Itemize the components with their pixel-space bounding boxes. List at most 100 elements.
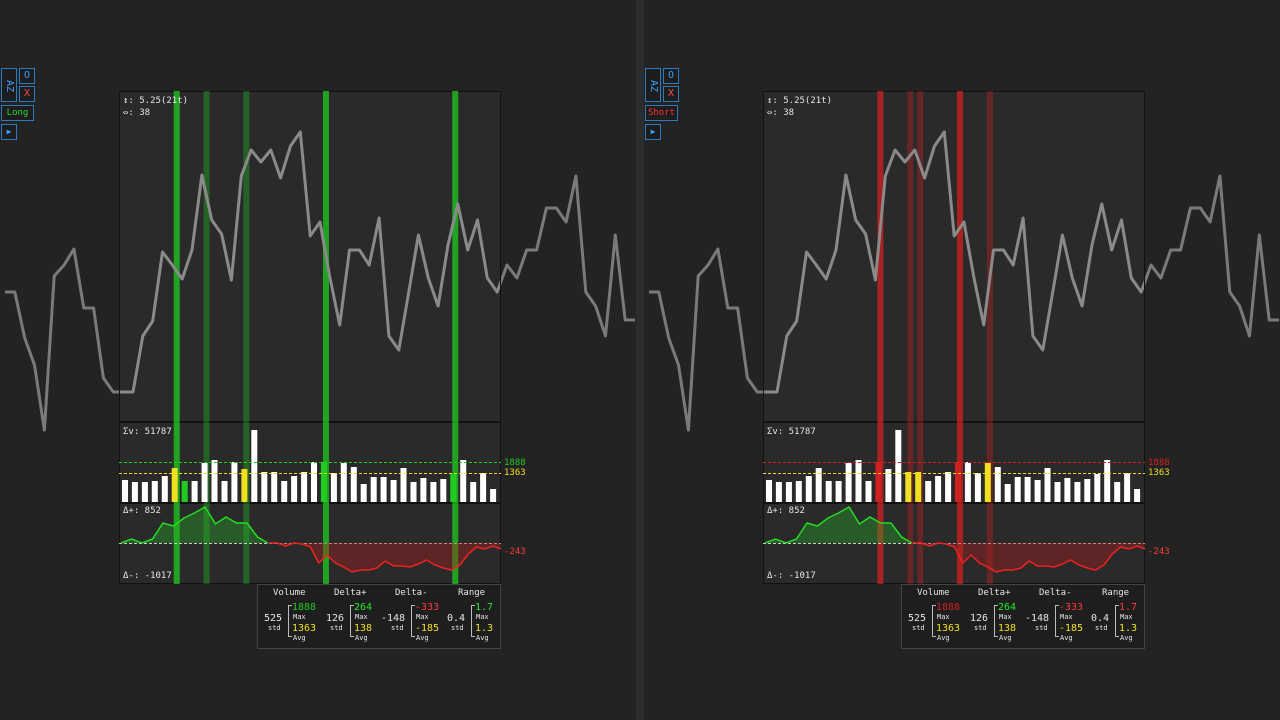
volume-bar bbox=[490, 489, 496, 502]
stats-delta-minus-avg-label: Avg bbox=[416, 634, 429, 642]
stats-range-avg: 1.3 bbox=[475, 623, 493, 634]
volume-bar bbox=[935, 476, 941, 502]
view-divider[interactable] bbox=[636, 0, 644, 720]
count-label: ⇔: 38 bbox=[123, 108, 150, 118]
volume-bar bbox=[460, 460, 466, 502]
options-button[interactable]: O bbox=[19, 68, 35, 84]
volume-bar bbox=[1064, 478, 1070, 502]
stats-delta-minus-max-label: Max bbox=[416, 613, 429, 621]
volume-bar bbox=[212, 460, 218, 502]
stats-volume-max-label: Max bbox=[937, 613, 950, 621]
volume-bar bbox=[291, 476, 297, 502]
close-button[interactable]: X bbox=[19, 86, 35, 102]
chart-view-short: AZ O X Short ▶ ↕: 5.25(21t) ⇔: 38 Σv: 51… bbox=[644, 0, 1280, 720]
range-label: ↕: 5.25(21t) bbox=[767, 96, 832, 106]
volume-avg-level-label: 1363 bbox=[1148, 468, 1170, 478]
pattern-panel: ↕: 5.25(21t) ⇔: 38 Σv: 51787 Δ+: 852 Δ-:… bbox=[763, 91, 1145, 584]
delta-minus-label: Δ-: -1017 bbox=[767, 571, 816, 581]
volume-bar bbox=[1055, 482, 1061, 502]
stats-range-max: 1.7 bbox=[1119, 602, 1137, 613]
volume-bar bbox=[152, 481, 158, 502]
stats-delta-minus-max: -333 bbox=[415, 602, 439, 613]
volume-bar bbox=[420, 478, 426, 502]
stats-range-avg: 1.3 bbox=[1119, 623, 1137, 634]
volume-bar bbox=[1035, 480, 1041, 502]
close-button[interactable]: X bbox=[663, 86, 679, 102]
volume-bar bbox=[965, 462, 971, 502]
stats-header-delta-plus: Delta+ bbox=[334, 588, 367, 598]
volume-bar bbox=[202, 463, 208, 502]
sum-volume-label: Σv: 51787 bbox=[123, 427, 172, 437]
volume-bar bbox=[1015, 477, 1021, 502]
stats-table: Volume Delta+ Delta- Range 525 std 1888 … bbox=[257, 584, 501, 649]
volume-max-level-label: 1888 bbox=[1148, 458, 1170, 468]
stats-range-avg-label: Avg bbox=[476, 634, 489, 642]
stats-delta-minus-std: -148 bbox=[381, 613, 405, 624]
stats-volume-std: 525 bbox=[908, 613, 926, 624]
volume-bar bbox=[786, 482, 792, 502]
volume-bar bbox=[430, 482, 436, 502]
volume-max-level-label: 1888 bbox=[504, 458, 526, 468]
volume-bar bbox=[806, 476, 812, 502]
direction-toggle-button[interactable]: Short bbox=[645, 105, 678, 121]
volume-bar bbox=[1074, 482, 1080, 502]
volume-bar bbox=[975, 473, 981, 502]
volume-bar bbox=[450, 474, 456, 502]
volume-bar bbox=[321, 462, 327, 502]
stats-delta-plus-avg-label: Avg bbox=[355, 634, 368, 642]
control-bar: AZ O X Long ▶ bbox=[0, 68, 40, 148]
stats-range-std-label: std bbox=[1095, 624, 1108, 632]
range-label: ↕: 5.25(21t) bbox=[123, 96, 188, 106]
control-bar: AZ O X Short ▶ bbox=[644, 68, 684, 148]
volume-bar bbox=[411, 482, 417, 502]
stats-range-max-label: Max bbox=[476, 613, 489, 621]
stats-volume-avg: 1363 bbox=[292, 623, 316, 634]
volume-avg-level-label: 1363 bbox=[504, 468, 526, 478]
stats-delta-plus-std: 126 bbox=[970, 613, 988, 624]
signal-line-0 bbox=[877, 91, 883, 584]
play-button[interactable]: ▶ bbox=[645, 124, 661, 140]
play-button[interactable]: ▶ bbox=[1, 124, 17, 140]
stats-volume-max: 1888 bbox=[936, 602, 960, 613]
stats-delta-plus-std-label: std bbox=[330, 624, 343, 632]
volume-bar bbox=[371, 477, 377, 502]
volume-bar bbox=[311, 462, 317, 502]
stats-range-std-label: std bbox=[451, 624, 464, 632]
chart-view-long: AZ O X Long ▶ ↕: 5.25(21t) ⇔: 38 Σv: 517… bbox=[0, 0, 636, 720]
options-button[interactable]: O bbox=[663, 68, 679, 84]
stats-range-avg-label: Avg bbox=[1120, 634, 1133, 642]
stats-delta-plus-max: 264 bbox=[354, 602, 372, 613]
volume-bar bbox=[1094, 474, 1100, 502]
delta-level-label: -243 bbox=[504, 547, 526, 557]
stats-header-range: Range bbox=[458, 588, 485, 598]
volume-bar bbox=[231, 462, 237, 502]
stats-volume-avg-label: Avg bbox=[937, 634, 950, 642]
volume-bar bbox=[1084, 479, 1090, 502]
volume-bar bbox=[905, 472, 911, 502]
volume-bar bbox=[875, 462, 881, 502]
volume-bar bbox=[1104, 460, 1110, 502]
volume-bar bbox=[866, 481, 872, 502]
volume-bar bbox=[985, 463, 991, 502]
volume-bar bbox=[955, 462, 961, 502]
volume-bar bbox=[1025, 477, 1031, 502]
sort-az-button[interactable]: AZ bbox=[1, 68, 17, 102]
stats-range-max: 1.7 bbox=[475, 602, 493, 613]
stats-delta-plus-max-label: Max bbox=[355, 613, 368, 621]
stats-header-volume: Volume bbox=[917, 588, 950, 598]
volume-bar bbox=[995, 467, 1001, 502]
direction-toggle-button[interactable]: Long bbox=[1, 105, 34, 121]
stats-volume-avg: 1363 bbox=[936, 623, 960, 634]
stats-header-range: Range bbox=[1102, 588, 1129, 598]
volume-bar bbox=[836, 481, 842, 502]
volume-bar bbox=[351, 467, 357, 502]
signal-line-4 bbox=[452, 91, 458, 584]
sort-az-button[interactable]: AZ bbox=[645, 68, 661, 102]
count-label: ⇔: 38 bbox=[767, 108, 794, 118]
signal-line-3 bbox=[323, 91, 329, 584]
volume-bar bbox=[281, 481, 287, 502]
stats-delta-plus-avg: 138 bbox=[998, 623, 1016, 634]
volume-bar bbox=[1114, 482, 1120, 502]
pattern-panel-chart bbox=[763, 91, 1145, 584]
signal-line-4 bbox=[987, 91, 993, 584]
